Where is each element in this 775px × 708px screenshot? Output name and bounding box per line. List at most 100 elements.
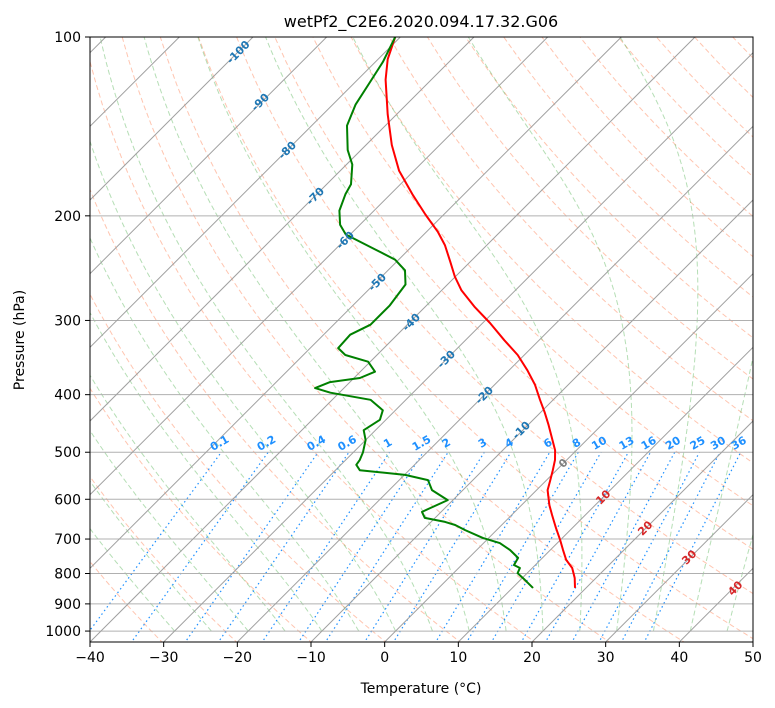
x-tick-label: 50 xyxy=(744,650,762,666)
moist-adiabat-line xyxy=(90,236,360,632)
moist-adiabat-line xyxy=(619,37,699,632)
y-tick-label: 100 xyxy=(54,30,81,46)
mixing-ratio-label: 3 xyxy=(476,436,489,451)
mixing-ratio-line xyxy=(490,451,602,642)
dry-adiabat-line xyxy=(274,37,753,550)
y-tick-label: 300 xyxy=(54,313,81,329)
isotherm-gridline xyxy=(531,420,753,642)
mixing-ratio-label: 10 xyxy=(589,434,609,453)
mixing-ratio-line xyxy=(643,451,742,642)
x-axis-label: Temperature (°C) xyxy=(360,681,482,697)
mixing-ratio-line xyxy=(466,451,579,642)
y-tick-label: 500 xyxy=(54,445,81,461)
dry-adiabat-line xyxy=(236,37,753,595)
axes-ticks: −40 −30 −20 −10 0 10 20 30 40 50 100 200 300 400 500 60… xyxy=(45,30,762,666)
isotherm-gridline xyxy=(457,346,753,642)
isotherm-gridline xyxy=(90,37,254,201)
mixing-ratio-label: 13 xyxy=(617,434,637,453)
mixing-ratio-line xyxy=(435,451,551,642)
dry-adiabat-line xyxy=(159,37,685,642)
isotherm-label: -40 xyxy=(400,310,423,333)
isotherm-gridline xyxy=(90,37,696,642)
isotherm-gridline xyxy=(90,37,328,275)
dewpoint-profile-line xyxy=(314,37,534,589)
mixing-ratio-line xyxy=(571,451,676,642)
mixing-ratio-line xyxy=(90,451,222,632)
y-tick-label: 1000 xyxy=(45,624,81,640)
dry-adiabat-line xyxy=(503,37,753,298)
y-tick-label: 400 xyxy=(54,388,81,404)
chart-title: wetPf2_C2E6.2020.094.17.32.G06 xyxy=(284,12,558,32)
dry-adiabat-line xyxy=(426,37,753,380)
mixing-ratio-line xyxy=(520,451,629,642)
moist-adiabat-line xyxy=(90,480,212,632)
x-tick-label: 10 xyxy=(449,650,467,666)
dry-adiabat-line xyxy=(350,37,753,464)
dry-adiabat-line xyxy=(121,37,611,642)
background-lines xyxy=(90,37,775,644)
mixing-ratio-line xyxy=(217,451,350,642)
dry-adiabat-line xyxy=(771,37,775,644)
profiles xyxy=(314,37,576,589)
dry-adiabat-line xyxy=(90,475,238,642)
y-axis-label: Pressure (hPa) xyxy=(12,290,28,390)
moist-adiabat-line xyxy=(352,37,583,632)
mixing-ratio-line xyxy=(130,451,269,642)
dry-adiabat-line xyxy=(694,37,753,99)
mixing-ratio-line xyxy=(184,451,319,642)
moist-adiabat-line xyxy=(265,37,544,632)
mixing-ratio-label: 8 xyxy=(570,436,583,451)
mixing-ratio-line xyxy=(620,451,721,642)
isotherm-gridline xyxy=(310,199,753,642)
moist-adiabat-line xyxy=(197,37,507,632)
mixing-ratio-label: 1 xyxy=(381,436,394,451)
dry-adiabat-line xyxy=(90,188,462,642)
isotherm-gridline xyxy=(604,493,753,642)
isotherm-label: -100 xyxy=(224,38,253,67)
moist-adiabat-line xyxy=(99,37,433,632)
moist-adiabat-line xyxy=(90,429,249,632)
x-tick-label: 30 xyxy=(597,650,615,666)
x-tick-label: 0 xyxy=(380,650,389,666)
dry-adiabat-line xyxy=(312,37,753,507)
dry-adiabat-line xyxy=(732,37,753,59)
y-tick-label: 600 xyxy=(54,492,81,508)
isotherm-gridline xyxy=(90,37,549,496)
x-tick-label: 20 xyxy=(523,650,541,666)
moist-adiabat-line xyxy=(90,374,286,632)
dry-adiabat-line xyxy=(198,37,753,640)
isotherm-label: 30 xyxy=(679,547,699,567)
mixing-ratio-line xyxy=(598,451,700,642)
y-tick-label: 800 xyxy=(54,566,81,582)
moist-adiabat-line xyxy=(467,37,633,632)
dry-adiabat-line xyxy=(90,59,536,642)
mixing-ratio-line xyxy=(324,451,449,642)
mixing-ratio-line xyxy=(363,451,485,642)
x-tick-label: 40 xyxy=(670,650,688,666)
mixing-ratio-label: 30 xyxy=(708,434,728,453)
isotherm-label: -90 xyxy=(249,90,272,113)
dry-adiabat-line xyxy=(90,387,312,642)
y-tick-label: 200 xyxy=(54,209,81,225)
temperature-profile-line xyxy=(384,37,576,588)
moist-adiabat-line xyxy=(90,311,323,632)
mixing-ratio-label: 0.2 xyxy=(255,433,278,454)
isotherm-label: -50 xyxy=(366,270,389,293)
y-tick-label: 700 xyxy=(54,532,81,548)
x-tick-label: −40 xyxy=(75,650,105,666)
isotherm-gridline xyxy=(162,51,753,642)
dry-adiabat-line xyxy=(656,37,753,138)
moist-adiabat-line xyxy=(143,37,470,632)
isotherm-label: -60 xyxy=(334,228,357,251)
mixing-ratio-line xyxy=(544,451,651,642)
mixing-ratio-label: 2 xyxy=(440,436,453,451)
isotherm-gridline xyxy=(752,641,753,642)
isotherm-gridline xyxy=(90,37,475,422)
plot-frame xyxy=(89,36,754,643)
mixing-ratio-line xyxy=(392,451,512,642)
moist-adiabat-line xyxy=(90,139,397,632)
y-tick-label: 900 xyxy=(54,597,81,613)
x-tick-label: −20 xyxy=(223,650,253,666)
moist-adiabat-line xyxy=(689,355,753,632)
